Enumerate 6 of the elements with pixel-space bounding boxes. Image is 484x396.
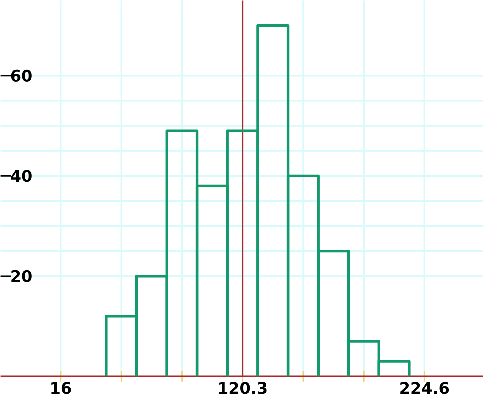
x-tick-label: 120.3 bbox=[219, 382, 267, 394]
x-tick-label: 16 bbox=[52, 382, 72, 394]
y-tick-label: 40 bbox=[11, 170, 32, 182]
y-tick-label: 60 bbox=[11, 70, 32, 82]
y-tick-label: 20 bbox=[12, 270, 32, 283]
x-tick-label: 224.6 bbox=[400, 382, 450, 394]
